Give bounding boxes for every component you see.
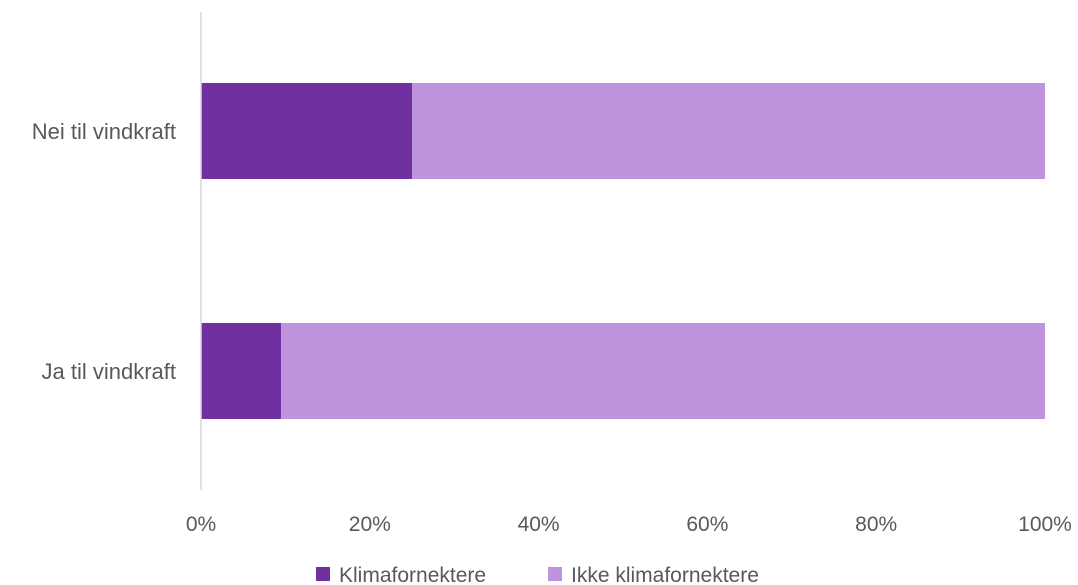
- x-tick-label: 60%: [686, 513, 728, 536]
- bar-klimafornektere-1: [201, 323, 282, 419]
- legend-label: Ikke klimafornektere: [571, 564, 759, 585]
- legend-swatch: [548, 567, 562, 581]
- legend: Klimafornektere Ikke klimafornektere: [316, 564, 759, 585]
- x-tick-labels: 0% 20% 40% 60% 80% 100%: [186, 513, 1072, 536]
- category-label: Nei til vindkraft: [32, 119, 176, 144]
- category-labels: Nei til vindkraft Ja til vindkraft: [32, 119, 176, 384]
- legend-swatch: [316, 567, 330, 581]
- category-label: Ja til vindkraft: [42, 359, 177, 384]
- x-tick-label: 100%: [1018, 513, 1072, 536]
- x-tick-label: 80%: [855, 513, 897, 536]
- legend-label: Klimafornektere: [339, 564, 486, 585]
- bars-group: [201, 83, 1045, 419]
- x-tick-label: 0%: [186, 513, 216, 536]
- bar-ikke-klimafornektere-1: [281, 323, 1045, 419]
- x-tick-label: 40%: [518, 513, 560, 536]
- bar-klimafornektere-0: [201, 83, 412, 179]
- bar-ikke-klimafornektere-0: [412, 83, 1045, 179]
- x-tick-label: 20%: [349, 513, 391, 536]
